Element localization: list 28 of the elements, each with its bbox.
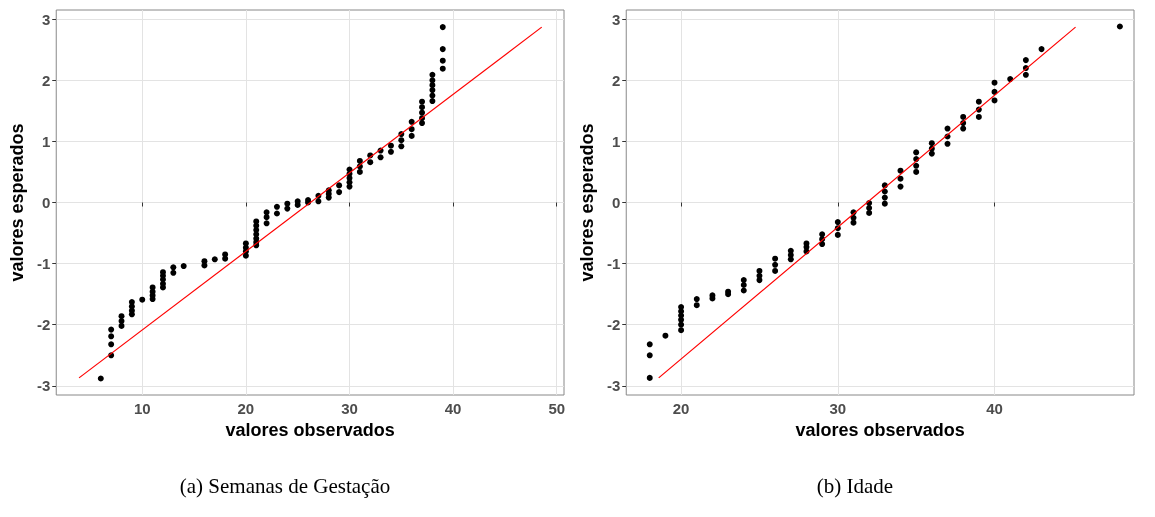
x-tick-label: 40 xyxy=(444,400,462,417)
y-tick-label: 0 xyxy=(611,194,621,211)
x-tick-label: 10 xyxy=(133,400,151,417)
y-tick-label: -1 xyxy=(36,255,51,273)
y-axis-title: valores esperados xyxy=(7,123,27,282)
y-tick-label: 2 xyxy=(611,71,621,89)
y-tick-label: -3 xyxy=(36,377,51,395)
x-axis-title: valores observados xyxy=(795,419,965,440)
x-tick-label: 20 xyxy=(237,400,255,417)
y-tick-label: -1 xyxy=(606,255,621,273)
y-tick-label: 3 xyxy=(41,10,51,28)
x-tick-label: 30 xyxy=(341,400,358,417)
x-tick-label: 30 xyxy=(829,400,847,417)
y-tick-label: 2 xyxy=(41,71,51,89)
y-tick-label: 0 xyxy=(41,194,51,211)
x-axis-title: valores observados xyxy=(225,419,395,440)
x-tick-label: 20 xyxy=(672,400,690,417)
x-tick-label: 40 xyxy=(986,400,1003,417)
y-tick-label: 1 xyxy=(41,132,51,150)
y-tick-label: -2 xyxy=(36,316,51,334)
text: (a) Semanas de Gestação xyxy=(179,473,391,498)
x-tick-label: 50 xyxy=(548,400,566,417)
y-tick-label: 3 xyxy=(611,10,621,28)
y-axis-title: valores esperados xyxy=(577,123,597,282)
y-tick-label: -3 xyxy=(606,377,621,395)
y-tick-label: -2 xyxy=(606,316,621,334)
text: (b) Idade xyxy=(816,473,894,498)
y-tick-label: 1 xyxy=(611,132,621,150)
